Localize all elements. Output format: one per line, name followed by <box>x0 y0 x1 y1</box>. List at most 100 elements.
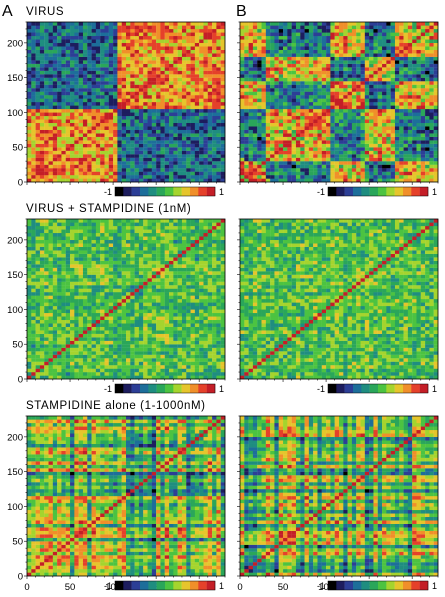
heatmap-cell <box>433 98 439 103</box>
heatmap-cell <box>113 143 118 148</box>
heatmap-cell <box>181 88 187 92</box>
heatmap-cell <box>330 81 335 85</box>
heatmap-cell <box>334 74 340 78</box>
heatmap-cell <box>278 39 284 44</box>
heatmap-cell <box>190 91 196 96</box>
heatmap-cell <box>330 157 335 162</box>
heatmap-cell <box>35 337 41 341</box>
heatmap-cell <box>65 77 71 82</box>
heatmap-cell <box>207 354 213 359</box>
heatmap-cell <box>113 46 118 50</box>
heatmap-cell <box>100 108 105 113</box>
heatmap-cell <box>108 133 114 137</box>
heatmap-cell <box>70 70 75 75</box>
heatmap-cell <box>134 351 140 355</box>
heatmap-cell <box>151 351 157 355</box>
heatmap-cell <box>407 108 413 113</box>
heatmap-cell <box>65 126 71 130</box>
heatmap-cell <box>173 28 178 33</box>
heatmap-cell <box>339 119 344 124</box>
heatmap-cell <box>181 67 187 71</box>
heatmap-cell <box>138 108 144 113</box>
heatmap-cell <box>203 22 208 26</box>
heatmap-cell <box>216 67 221 71</box>
heatmap-cell <box>220 108 226 113</box>
heatmap-cell <box>207 150 213 155</box>
heatmap-cell <box>39 375 45 380</box>
heatmap-cell <box>151 102 157 106</box>
heatmap-cell <box>412 108 417 113</box>
heatmap-cell <box>151 67 157 71</box>
heatmap-cell <box>429 129 434 134</box>
heatmap-cell <box>48 105 53 110</box>
heatmap-cell <box>265 32 271 37</box>
heatmap-cell <box>377 171 383 176</box>
heatmap-cell <box>317 46 322 50</box>
heatmap-cell <box>27 49 32 54</box>
heatmap-cell <box>181 126 187 130</box>
heatmap-cell <box>177 49 183 54</box>
heatmap-cell <box>199 122 204 127</box>
heatmap-cell <box>429 56 434 61</box>
heatmap-cell <box>134 77 140 82</box>
heatmap-cell <box>300 147 305 151</box>
heatmap-cell <box>433 129 439 134</box>
heatmap-cell <box>151 28 157 33</box>
heatmap-cell <box>130 129 135 134</box>
heatmap-cell <box>287 108 292 113</box>
heatmap-cell <box>113 344 118 348</box>
heatmap-cell <box>104 98 109 103</box>
heatmap-cell <box>347 74 353 78</box>
heatmap-cell <box>356 60 361 64</box>
heatmap-cell <box>169 337 174 341</box>
heatmap-cell <box>130 49 135 54</box>
heatmap-cell <box>177 358 183 362</box>
heatmap-cell <box>386 147 391 151</box>
heatmap-cell <box>386 84 391 89</box>
heatmap-cell <box>57 351 62 355</box>
heatmap-cell <box>412 154 417 158</box>
heatmap-cell <box>326 175 331 179</box>
heatmap-cell <box>35 84 41 89</box>
heatmap-cell <box>390 46 396 50</box>
heatmap-cell <box>240 46 245 50</box>
heatmap-cell <box>244 56 249 61</box>
heatmap-cell <box>199 347 204 352</box>
heatmap-cell <box>35 60 41 64</box>
heatmap-cell <box>433 157 439 162</box>
heatmap-cell <box>373 46 378 50</box>
heatmap-cell <box>433 126 439 130</box>
heatmap-cell <box>156 178 161 183</box>
heatmap-cell <box>173 67 178 71</box>
heatmap-cell <box>377 122 383 127</box>
heatmap-cell <box>87 147 92 151</box>
heatmap-cell <box>252 112 258 117</box>
heatmap-cell <box>100 32 105 37</box>
heatmap-cell <box>100 344 105 348</box>
heatmap-cell <box>190 361 196 366</box>
heatmap-cell <box>356 46 361 50</box>
heatmap-cell <box>433 112 439 117</box>
heatmap-cell <box>177 136 183 141</box>
heatmap-cell <box>156 133 161 137</box>
heatmap-cell <box>27 126 32 130</box>
heatmap-cell <box>48 88 53 92</box>
heatmap-cell <box>78 375 84 380</box>
heatmap-cell <box>407 143 413 148</box>
heatmap-cell <box>356 95 361 99</box>
heatmap-cell <box>78 168 84 172</box>
heatmap-cell <box>377 84 383 89</box>
heatmap-cell <box>143 333 148 338</box>
heatmap-cell <box>113 372 118 376</box>
heatmap-cell <box>117 175 122 179</box>
heatmap-cell <box>138 171 144 176</box>
heatmap-cell <box>52 112 58 117</box>
heatmap-cell <box>403 70 409 75</box>
heatmap-cell <box>65 168 71 172</box>
heatmap-cell <box>265 178 271 183</box>
heatmap-cell <box>278 102 284 106</box>
heatmap-cell <box>407 56 413 61</box>
heatmap-cell <box>403 25 409 30</box>
heatmap-cell <box>156 28 161 33</box>
heatmap-cell <box>304 39 310 44</box>
